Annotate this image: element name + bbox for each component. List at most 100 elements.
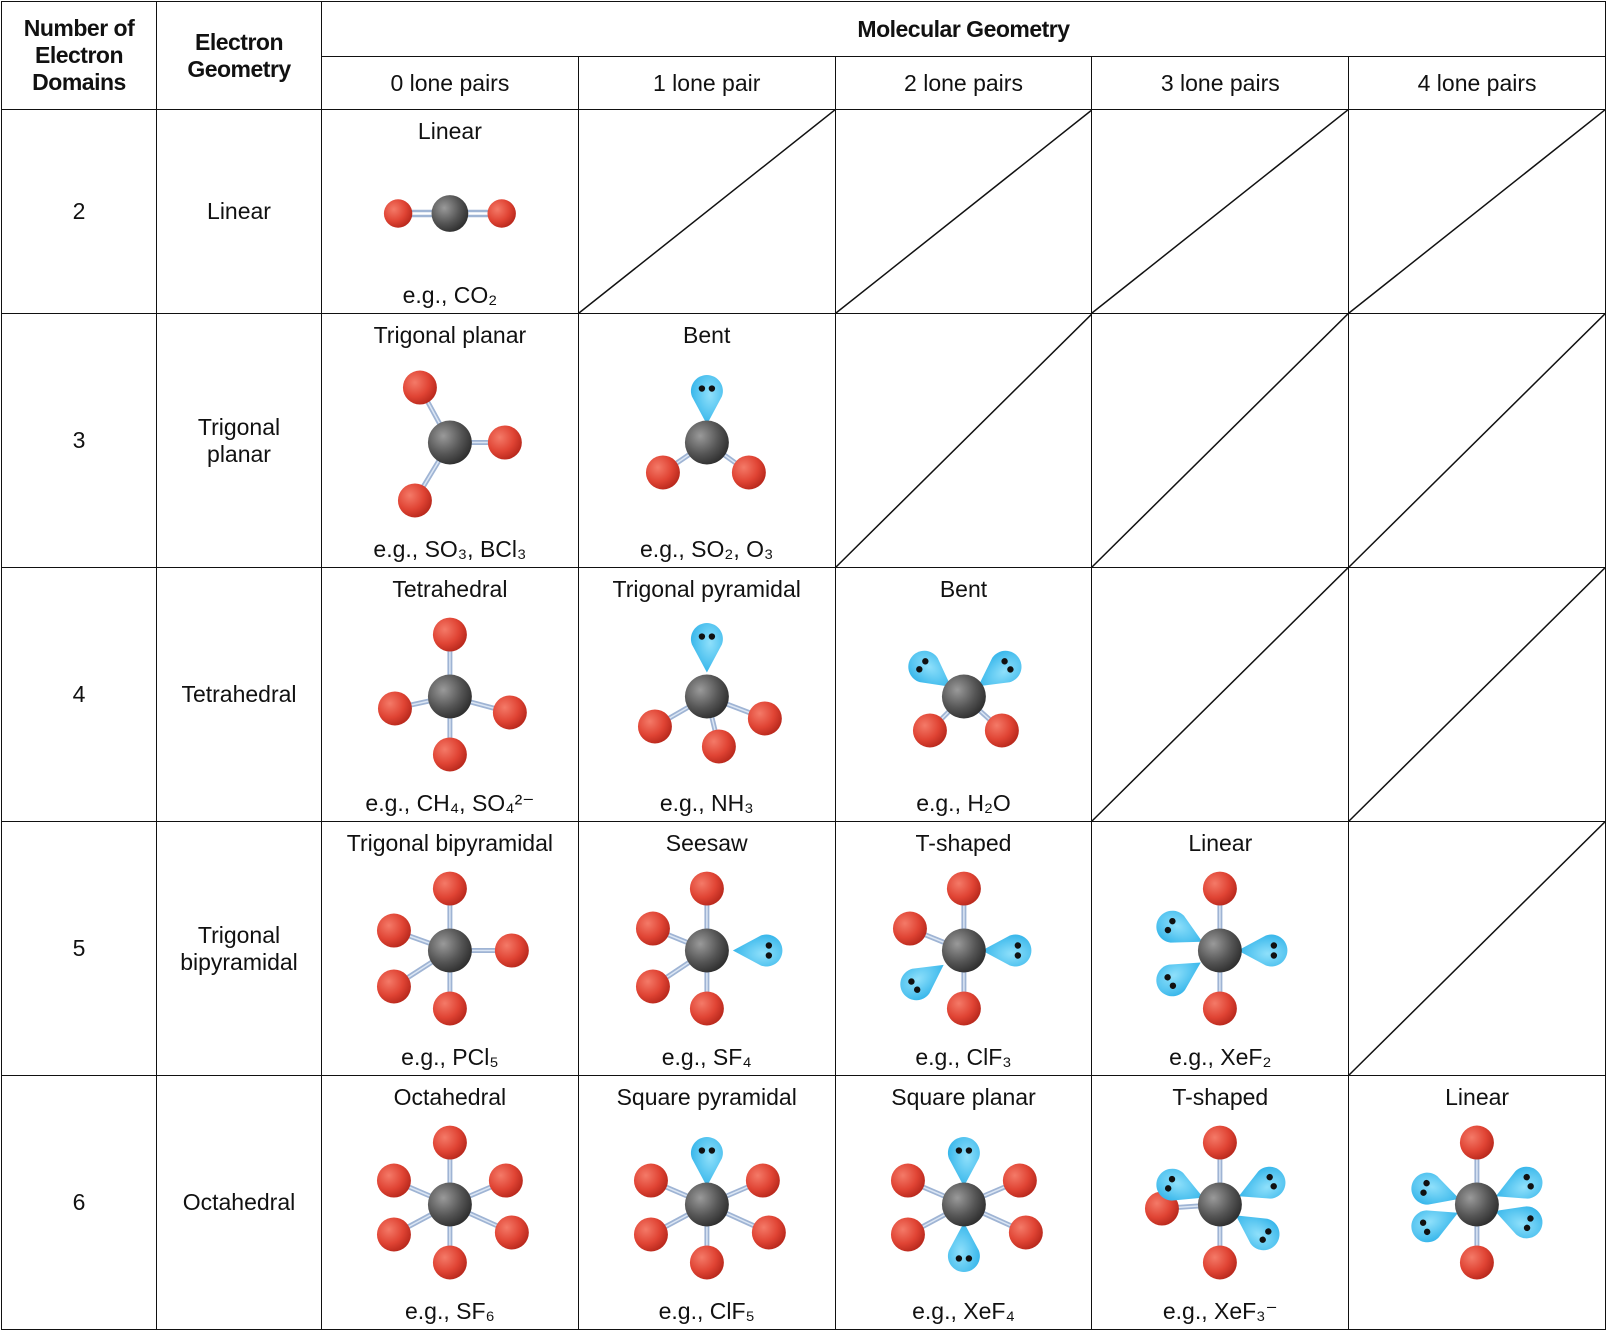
lone-pair-lobe: [1156, 962, 1202, 997]
diagonal-line: [1092, 568, 1348, 821]
electron: [1265, 1228, 1272, 1235]
molecule: Linear e.g., CO₂: [322, 110, 578, 313]
electron: [913, 986, 920, 993]
electron: [1420, 1219, 1427, 1226]
molecule: Bent e.g., H₂O: [836, 568, 1092, 821]
atom: [747, 701, 782, 736]
electron: [1165, 1185, 1172, 1192]
geometry-cell: Linear e.g., CO₂: [321, 109, 579, 314]
central-atom: [684, 420, 729, 465]
lone-pair: [1236, 1215, 1280, 1251]
electron: [698, 633, 705, 640]
table-row: 3 Trigonal planar Trigonal planar e.g., SO₃…: [1, 313, 1606, 568]
electron: [708, 385, 715, 392]
atom: [432, 991, 467, 1026]
geometry-cell: [1091, 109, 1350, 314]
example: e.g., ClF₅: [658, 1298, 755, 1324]
electron: [1259, 1236, 1267, 1243]
shape-name: Linear: [1445, 1084, 1510, 1110]
lone-pair-lobe: [907, 650, 951, 687]
central-atom: [427, 1182, 472, 1227]
atom: [494, 933, 529, 968]
atom: [689, 871, 724, 906]
example: e.g., XeF₄: [912, 1298, 1015, 1324]
electron: [915, 666, 923, 673]
molecule: T-shaped e.g., ClF₃: [836, 822, 1092, 1075]
atom: [633, 1163, 668, 1198]
geometry-cell: Trigonal bipyramidal e.g., PCl₅: [321, 821, 579, 1076]
atom: [492, 695, 527, 730]
electron: [1420, 1189, 1427, 1196]
molecule-drawing: [645, 375, 766, 490]
lone-pair-lobe: [1156, 910, 1203, 943]
atom: [890, 1163, 925, 1198]
molecule-drawing: [637, 623, 782, 764]
geometry-cell: Trigonal planar e.g., SO₃, BCl₃: [321, 313, 579, 568]
lone-pair-header: 3 lone pairs: [1091, 56, 1350, 110]
molecule: Linear: [1349, 1076, 1605, 1329]
lone-pair-lobe: [690, 1137, 723, 1187]
central-atom: [427, 928, 472, 973]
shape-name: Trigonal pyramidal: [612, 576, 801, 602]
shape-name: Bent: [683, 322, 731, 348]
domains-cell: 5: [1, 821, 157, 1076]
shape-name: Linear: [1188, 830, 1253, 856]
shape-name: Linear: [417, 118, 482, 144]
geometry-cell: Square pyramidal e.g., ClF₅: [577, 1075, 836, 1330]
atom: [751, 1215, 786, 1250]
molecule: T-shaped e.g., XeF₃⁻: [1092, 1076, 1348, 1329]
atom: [376, 1163, 411, 1198]
molecule-drawing: [377, 617, 527, 772]
atom: [1203, 1125, 1238, 1160]
lone-pair: [1156, 1168, 1204, 1201]
lone-pair-lobe: [1236, 1215, 1280, 1251]
diagonal-line: [1349, 110, 1605, 313]
molecule-drawing: [1411, 1125, 1543, 1280]
lone-pair-lobe: [690, 375, 723, 425]
electron: [698, 385, 705, 392]
atom: [432, 1125, 467, 1160]
atom: [432, 737, 467, 772]
lone-pair-header: 1 lone pair: [577, 56, 836, 110]
electron-geometry-header: Electron Geometry: [156, 1, 322, 110]
molecule: Bent e.g., SO₂, O₃: [579, 314, 835, 567]
geometry-cell: Square planar e.g., XeF₄: [834, 1075, 1093, 1330]
geometry-cell: [577, 109, 836, 314]
molecule-drawing: [1145, 1125, 1286, 1280]
example: e.g., SO₂, O₃: [640, 536, 774, 562]
atom: [376, 913, 411, 948]
atom: [984, 713, 1019, 748]
lone-pair-lobe: [977, 650, 1022, 687]
electron: [1424, 1228, 1431, 1236]
diagonal-line: [579, 110, 835, 313]
electron: [965, 1147, 972, 1154]
lone-pair: [899, 964, 944, 1001]
lone-pair: [1238, 934, 1288, 967]
diagonal-line: [1092, 314, 1348, 567]
electron: [698, 1147, 705, 1154]
atom: [488, 1163, 523, 1198]
atom: [432, 1245, 467, 1280]
empty-diagonal: [1092, 110, 1348, 313]
lone-pair: [732, 934, 783, 967]
atom: [912, 713, 947, 748]
electron: [1270, 1183, 1278, 1190]
geometry-cell: T-shaped e.g., XeF₃⁻: [1091, 1075, 1350, 1330]
molecule-drawing: [890, 1137, 1043, 1272]
central-atom: [427, 420, 472, 465]
lone-pair-lobe: [1411, 1210, 1459, 1243]
molecule: Linear e.g., XeF₂: [1092, 822, 1348, 1075]
diagonal-line: [836, 110, 1092, 313]
lone-pair-lobe: [899, 964, 944, 1001]
shape-name: Seesaw: [665, 830, 748, 856]
electron-geometry-cell: Tetrahedral: [156, 567, 322, 822]
lone-pair: [977, 650, 1022, 687]
molecule: Tetrahedral e.g., CH₄, SO₄²⁻: [322, 568, 578, 821]
shape-name: Square pyramidal: [616, 1084, 797, 1110]
lone-pair-lobe: [1495, 1206, 1543, 1239]
domains-header: Number of Electron Domains: [1, 1, 157, 110]
lone-pair-header: 4 lone pairs: [1348, 56, 1606, 110]
lone-pair: [947, 1137, 980, 1187]
electron: [1271, 952, 1278, 959]
empty-diagonal: [1092, 568, 1348, 821]
